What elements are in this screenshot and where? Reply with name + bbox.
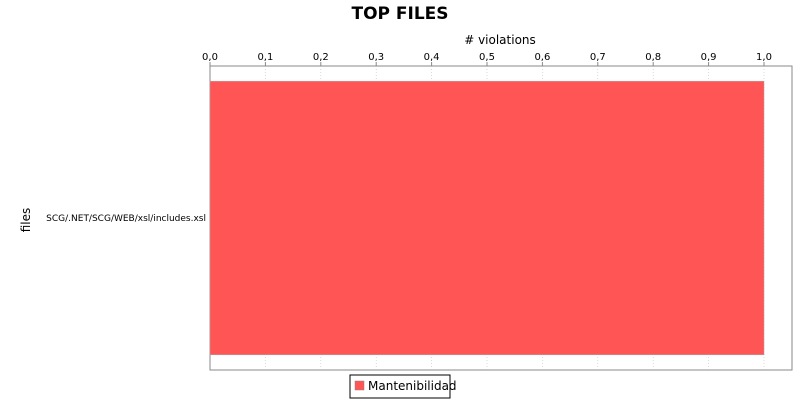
category-labels: SCG/.NET/SCG/WEB/xsl/includes.xsl (46, 214, 206, 224)
legend: Mantenibilidad (349, 374, 457, 399)
x-tick-label: 0,0 (202, 52, 218, 63)
x-tick-label: 0,1 (257, 52, 273, 63)
x-tick-label: 0,6 (534, 52, 550, 63)
legend-swatch (354, 380, 365, 391)
x-axis-ticks: 0,0 0,1 0,2 0,3 0,4 0,5 0,6 0,7 0,8 0,9 1,0 (202, 52, 772, 66)
x-tick-label: 0,8 (645, 52, 661, 63)
x-tick-label: 0,4 (424, 52, 440, 63)
legend-label: Mantenibilidad (368, 379, 457, 393)
x-tick-label: 0,3 (368, 52, 384, 63)
x-tick-label: 0,5 (479, 52, 495, 63)
y-axis-label: files (19, 208, 33, 233)
x-axis-label: # violations (464, 33, 536, 47)
legend-box (349, 374, 451, 399)
x-tick-label: 0,9 (701, 52, 717, 63)
bar (209, 80, 765, 356)
x-tick-label: 1,0 (756, 52, 772, 63)
x-tick-label: 0,2 (313, 52, 329, 63)
bars (209, 80, 765, 356)
y-axis-label-group: files (19, 208, 33, 233)
category-label: SCG/.NET/SCG/WEB/xsl/includes.xsl (46, 214, 206, 224)
chart-title: TOP FILES (351, 4, 448, 24)
x-tick-label: 0,7 (590, 52, 606, 63)
